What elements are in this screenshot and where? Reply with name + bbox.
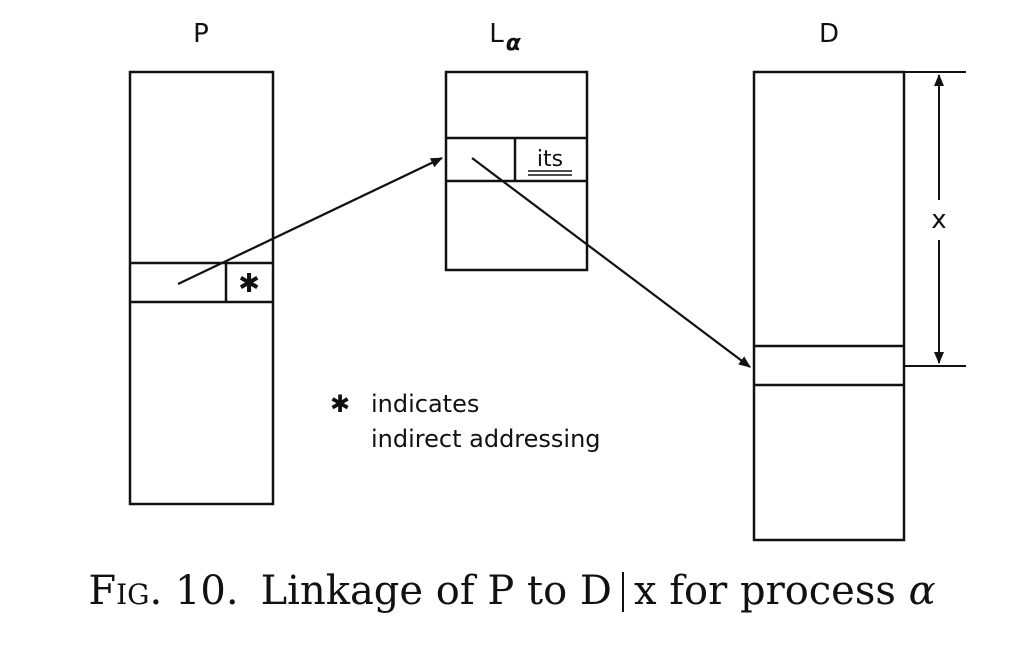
linkage-segment-box	[444, 70, 589, 272]
segment-d-label: D	[819, 19, 839, 49]
segment-d-box	[752, 70, 906, 542]
pointer-arrow-p-to-linkage	[177, 157, 443, 285]
legend-line-2: indirect addressing	[371, 425, 601, 453]
pointer-arrow-linkage-to-d	[471, 157, 751, 368]
caption-figure-number: Fig. 10.	[88, 568, 239, 614]
segment-p: ✱ P	[128, 19, 275, 506]
legend-line-1: indicates	[371, 390, 479, 418]
linkage-segment: its Lα	[444, 19, 589, 272]
caption-text-start: Linkage of P to D	[260, 568, 612, 614]
linkage-segment-subscript: α	[506, 31, 522, 56]
caption-text-end: x for process	[633, 568, 896, 614]
segment-p-box	[128, 70, 275, 506]
segment-p-label: P	[193, 19, 209, 49]
its-tag: its	[537, 147, 563, 172]
linkage-diagram: ✱ P its Lα D x ✱ indicates indirect addr…	[128, 19, 966, 542]
legend-note: ✱ indicates indirect addressing	[330, 390, 601, 453]
indirect-flag-star: ✱	[238, 269, 260, 299]
linkage-segment-label: Lα	[489, 19, 522, 56]
caption-divider-bar	[621, 572, 624, 612]
offset-dimension: x	[904, 71, 966, 367]
figure-caption: Fig. 10. Linkage of P to D x for process α	[0, 568, 1024, 614]
offset-x-label: x	[931, 205, 946, 235]
segment-d: D	[752, 19, 906, 542]
caption-alpha: α	[908, 568, 936, 614]
legend-star: ✱	[330, 390, 350, 418]
